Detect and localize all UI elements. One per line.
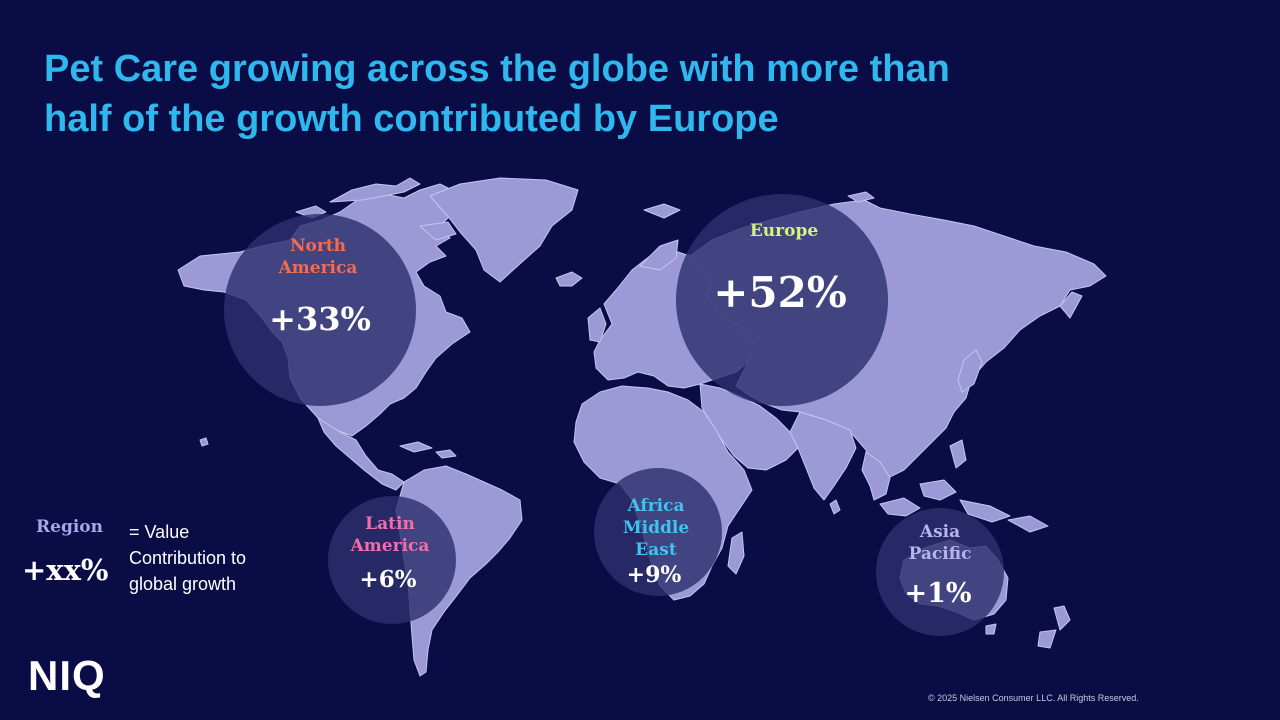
latin-america-label-line2: America: [350, 536, 430, 556]
slide-title: Pet Care growing across the globe with m…: [44, 44, 1144, 144]
asia-pacific-value: +1%: [904, 578, 972, 609]
arctic-islands: [329, 177, 421, 203]
north-america-label-line2: America: [278, 258, 358, 278]
africa-middle-east-label-line3: East: [635, 540, 677, 560]
africa-middle-east-label: Africa Middle East: [596, 495, 716, 561]
legend-description: = Value Contribution to global growth: [129, 519, 299, 597]
latin-america-label: Latin America: [330, 513, 450, 557]
latin-america-highlight: [328, 496, 456, 624]
europe-value: +52%: [713, 268, 847, 317]
slide-title-line1: Pet Care growing across the globe with m…: [44, 48, 950, 90]
africa-middle-east-highlight: [594, 468, 722, 596]
asia-pacific-label-line2: Pacific: [908, 544, 972, 564]
copyright-notice: © 2025 Nielsen Consumer LLC. All Rights …: [928, 693, 1139, 703]
north-america-value: +33%: [269, 300, 371, 338]
central-america-landmass: [317, 417, 405, 491]
legend-desc-line3: global growth: [129, 574, 237, 594]
north-america-label: North America: [258, 235, 378, 279]
north-america-label-line1: North: [289, 236, 347, 256]
latin-america-label-line1: Latin: [365, 514, 415, 534]
latin-america-value: +6%: [359, 566, 417, 593]
india-landmass: [789, 411, 857, 501]
africa-middle-east-label-line2: Middle: [622, 518, 690, 538]
europe-label-line1: Europe: [749, 221, 819, 241]
slide-title-line2: half of the growth contributed by Europe: [44, 98, 779, 140]
southeast-asia-landmass: [861, 451, 891, 501]
legend-region: Region: [36, 517, 103, 537]
europe-label: Europe: [724, 220, 844, 242]
legend-desc-line1: = Value: [129, 522, 190, 542]
europe-highlight: [676, 194, 888, 406]
asia-pacific-highlight: [876, 508, 1004, 636]
niq-logo: NIQ: [28, 652, 106, 699]
legend-desc-line2: Contribution to: [129, 548, 247, 568]
asia-pacific-label: Asia Pacific: [880, 521, 1000, 565]
asia-pacific-label-line1: Asia: [919, 522, 961, 542]
north-america-highlight: [224, 214, 416, 406]
africa-middle-east-label-line1: Africa: [627, 496, 685, 516]
africa-middle-east-value: +9%: [626, 562, 682, 588]
legend-value: +xx%: [22, 553, 109, 587]
greenland-landmass: [429, 177, 579, 283]
